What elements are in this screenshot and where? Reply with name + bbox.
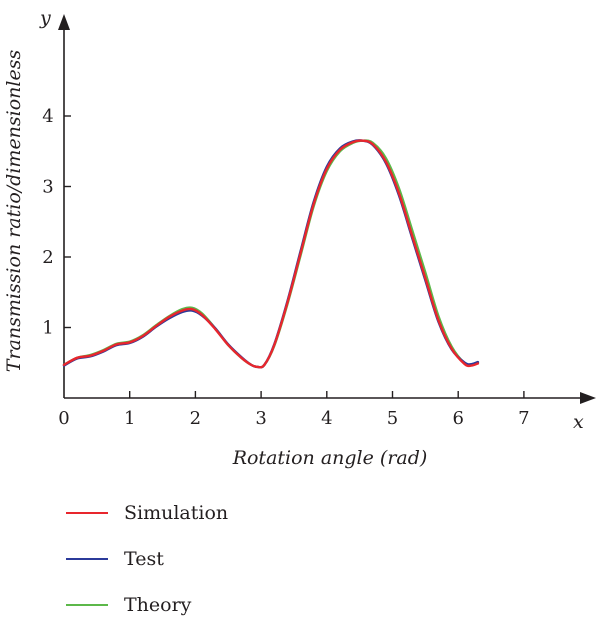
series-line-theory [62,139,480,369]
x-tick-label: 5 [387,408,398,429]
y-axis-title: Transmission ratio/dimensionless [3,50,25,373]
x-axis-arrow [580,392,596,404]
y-axis-letter: y [39,7,51,29]
x-tick-label: 0 [58,408,69,429]
y-tick-label: 2 [42,247,53,268]
x-axis-title: Rotation angle (rad) [232,447,428,469]
axes: x y [39,7,596,433]
series-line-test [62,139,480,369]
series-line-simulation [62,139,480,369]
y-ticks: 1 2 3 4 [42,106,71,339]
x-tick-label: 1 [124,408,135,429]
y-tick-label: 1 [42,318,53,339]
legend-label-test: Test [124,548,164,570]
series-lines [62,139,480,369]
x-tick-label: 3 [255,408,266,429]
x-tick-label: 4 [321,408,332,429]
x-tick-label: 7 [518,408,529,429]
y-axis-arrow [58,14,70,30]
legend: Simulation Test Theory [66,502,228,616]
y-tick-label: 3 [42,177,53,198]
y-tick-label: 4 [42,106,53,127]
legend-label-simulation: Simulation [124,502,228,524]
legend-label-theory: Theory [124,594,192,616]
x-tick-label: 6 [452,408,463,429]
x-axis-letter: x [573,411,584,433]
x-tick-label: 2 [190,408,201,429]
x-ticks: 0 1 2 3 4 5 6 7 [58,391,530,429]
